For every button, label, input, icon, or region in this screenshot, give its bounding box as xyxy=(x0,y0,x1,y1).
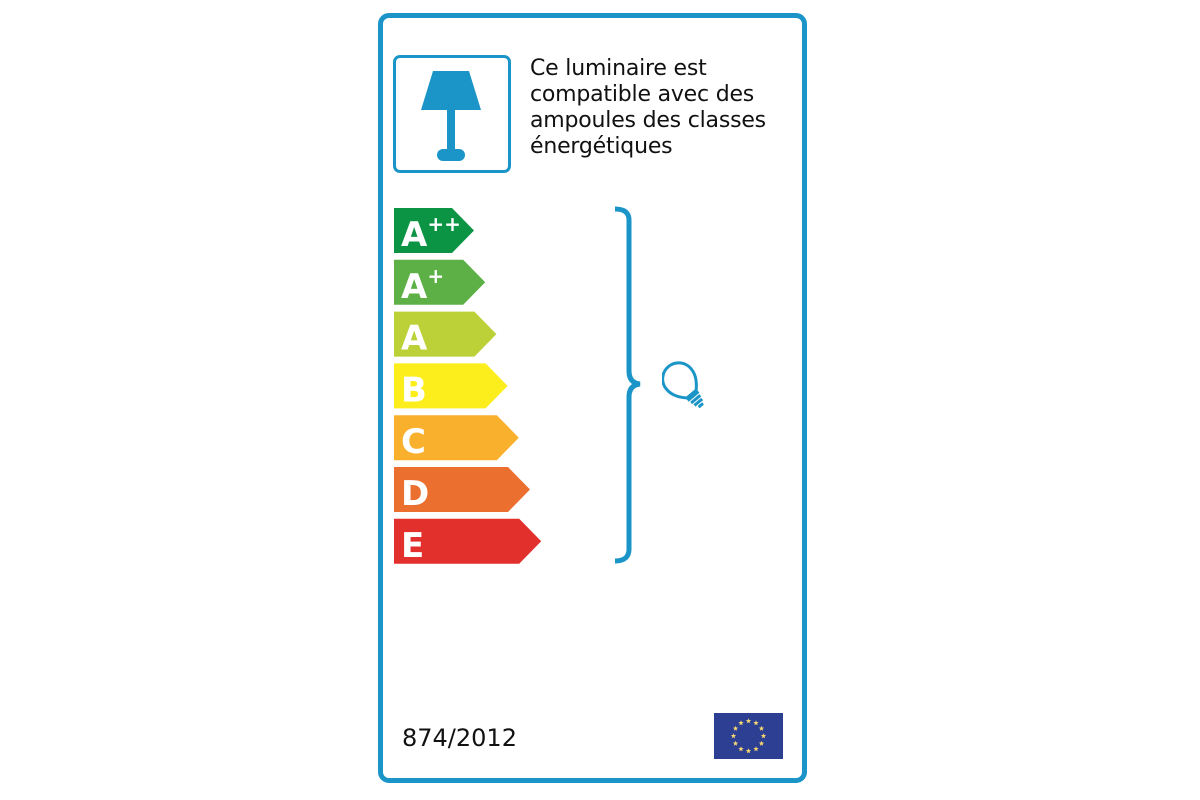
energy-class-arrow xyxy=(394,363,508,409)
energy-class-arrow xyxy=(394,208,474,253)
energy-class-b: B xyxy=(394,363,508,410)
energy-class-superscript: + xyxy=(427,264,444,288)
energy-class-arrow xyxy=(394,518,542,564)
star-icon xyxy=(760,733,767,739)
star-icon xyxy=(745,718,752,724)
energy-label-frame xyxy=(378,13,807,783)
eu-flag-icon xyxy=(714,713,783,759)
energy-class-arrow xyxy=(394,311,497,357)
star-icon xyxy=(732,740,739,746)
energy-class-label: A xyxy=(401,319,428,359)
energy-class-e: E xyxy=(394,518,542,566)
statement-line: Ce luminaire est xyxy=(530,56,707,81)
energy-class-d: D xyxy=(394,467,530,514)
statement-line: énergétiques xyxy=(530,134,673,159)
star-icon xyxy=(758,725,765,731)
star-icon xyxy=(753,720,759,726)
energy-class-label: D xyxy=(401,474,429,514)
star-icon xyxy=(758,740,765,746)
star-icon xyxy=(730,733,737,739)
energy-class-label: B xyxy=(401,370,427,410)
energy-class-superscript: ++ xyxy=(427,212,461,236)
energy-class-c: C xyxy=(394,415,519,462)
energy-class-a: A xyxy=(394,311,497,359)
star-icon xyxy=(738,746,744,752)
energy-class-arrow xyxy=(394,467,530,512)
energy-class-arrow xyxy=(394,259,486,305)
regulation-number: 874/2012 xyxy=(402,724,517,752)
energy-class-arrow xyxy=(394,415,519,461)
energy-class-app: A++ xyxy=(394,208,474,255)
light-bulb-icon xyxy=(662,361,704,408)
star-icon xyxy=(738,720,744,726)
energy-class-label: E xyxy=(401,526,424,566)
star-icon xyxy=(732,725,739,731)
statement-line: compatible avec des xyxy=(530,82,755,107)
energy-class-label: C xyxy=(401,422,426,462)
statement-line: ampoules des classes xyxy=(530,108,766,133)
compatibility-statement: Ce luminaire est compatible avec des amp… xyxy=(530,56,795,160)
energy-class-ap: A+ xyxy=(394,259,486,307)
star-icon xyxy=(745,748,752,754)
table-lamp-icon xyxy=(393,55,511,173)
star-icon xyxy=(753,746,759,752)
curly-bracket-icon xyxy=(614,206,641,564)
